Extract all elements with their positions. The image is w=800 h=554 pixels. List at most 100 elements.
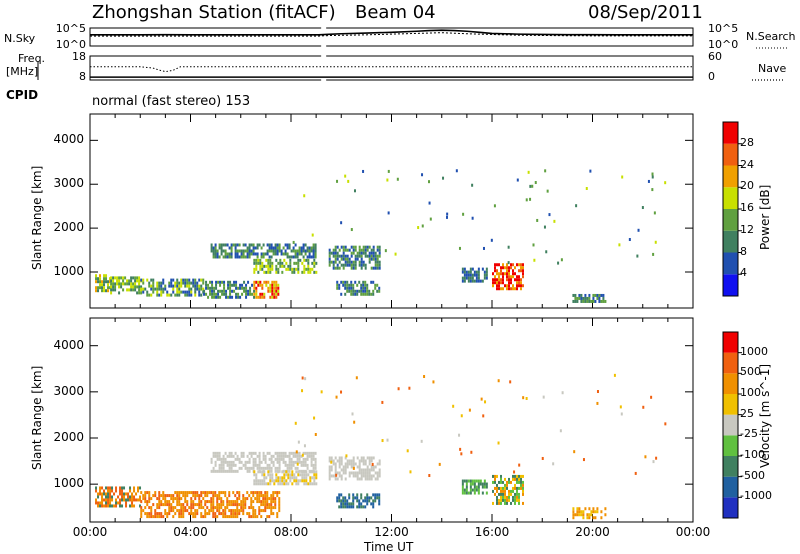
panel-2-cell <box>485 276 488 280</box>
panel-2-speckle <box>651 172 654 176</box>
panel-2-cell <box>140 287 143 291</box>
panel-3-cell <box>572 510 575 514</box>
panel-2-cell <box>213 292 216 296</box>
panel-2-cell <box>251 283 254 287</box>
panel-2-cell <box>471 276 474 280</box>
panel-2-cell <box>271 261 274 265</box>
panel-3-cell <box>358 459 361 463</box>
panel-2-cell <box>172 287 175 291</box>
panel-3-cell <box>270 497 273 501</box>
panel-2-cell <box>504 272 506 276</box>
panel-2-cell <box>164 287 167 291</box>
panel-3-cell <box>252 466 255 470</box>
panel-3-cell <box>276 512 279 516</box>
panel-2-cell <box>235 280 238 284</box>
panel-2-cell <box>138 282 141 286</box>
panel-2-cell <box>107 286 110 290</box>
panel-3-cell <box>500 477 502 481</box>
panel-2-cell <box>162 287 165 291</box>
panel-2-cell <box>303 267 306 271</box>
panel-2-speckle <box>417 226 420 230</box>
panel-3-cell <box>214 460 217 464</box>
panel-3-cell <box>481 482 484 486</box>
panel-2-cell <box>475 273 478 277</box>
panel-2-cell <box>257 295 260 299</box>
panel-3-cell <box>260 466 263 470</box>
panel-2-cell <box>342 257 345 261</box>
panel-3-cell <box>272 491 275 495</box>
panel-2-cell <box>253 283 256 287</box>
panel-3-cell <box>265 482 268 486</box>
panel-3-cell <box>261 473 264 477</box>
panel-3-cell <box>311 476 314 480</box>
panel-3-speckle <box>428 474 431 478</box>
panel-2-cell <box>214 255 217 259</box>
panel-3-cell <box>107 492 110 496</box>
panel-3-cell <box>376 474 379 478</box>
panel-2-cell <box>469 267 472 271</box>
panel-3-cell <box>356 465 359 469</box>
panel-2-cell <box>364 251 367 255</box>
panel-2-speckle <box>529 197 532 201</box>
panel-2-cell <box>220 246 223 250</box>
panel-2-cell <box>261 261 264 265</box>
panel-3-cell <box>342 465 345 469</box>
panel-3-cell <box>344 502 347 506</box>
panel-2-cell <box>360 286 363 290</box>
panel-3-cell <box>340 456 343 460</box>
panel-3-cell <box>148 512 151 516</box>
panel-3-cell <box>258 454 261 458</box>
panel-3-cell <box>178 500 181 504</box>
panel-2-cell <box>356 292 359 296</box>
panel-2-cell <box>158 281 161 285</box>
panel-3-cell <box>240 454 243 458</box>
panel-3-cell <box>264 497 267 501</box>
panel-3-cell <box>479 479 482 483</box>
panel-3-cell <box>109 498 112 502</box>
panel-3-cell <box>590 513 593 517</box>
panel-3-cell <box>95 489 98 493</box>
panel-2-cell <box>362 292 365 296</box>
panel-3-ytick-label: 4000 <box>53 337 84 352</box>
panel-3-cell <box>502 486 504 490</box>
panel-2-cell <box>235 292 238 296</box>
panel-3-cell <box>250 466 253 470</box>
panel-2-cell <box>215 280 218 284</box>
panel-3-cell <box>226 454 229 458</box>
panel-2-cell <box>308 246 311 250</box>
panel-3-cell <box>350 505 353 509</box>
panel-3-cell <box>230 500 233 504</box>
panel-2-cell <box>498 281 500 285</box>
panel-3-cell <box>572 516 575 520</box>
panel-2-cell <box>186 284 189 288</box>
panel-3-cell <box>362 468 365 472</box>
panel-2-cell <box>293 267 296 271</box>
panel-2-cell <box>184 290 187 294</box>
panel-2-cell <box>574 299 577 303</box>
panel-3-cell <box>260 500 263 504</box>
panel-3-cell <box>278 509 281 513</box>
panel-3-cell <box>368 471 371 475</box>
panel-3-speckle <box>525 396 528 400</box>
panel-2-cell <box>132 276 135 280</box>
panel-3-cell <box>510 492 512 496</box>
panel-3-cell <box>206 506 209 510</box>
panel-2-cell <box>256 255 259 259</box>
panel-2-colorbar-label: 4 <box>740 266 747 280</box>
panel-2-cell <box>186 278 189 282</box>
panel-3-cell <box>234 500 237 504</box>
panel-3-cell <box>332 474 335 478</box>
panel-2-cell <box>364 263 367 267</box>
panel-3-cell <box>240 451 243 455</box>
panel-3-cell <box>504 501 506 505</box>
panel-3-speckle <box>381 439 384 443</box>
panel-2-cell <box>506 275 508 279</box>
panel-3-cell <box>346 502 349 506</box>
panel-2-cell <box>328 260 331 264</box>
panel-2-cell <box>368 260 371 264</box>
panel-3-cell <box>220 457 223 461</box>
panel-3-cell <box>156 503 159 507</box>
panel-2-cell <box>263 295 266 299</box>
panel-2-cell <box>376 257 379 261</box>
panel-3-cell <box>500 501 502 505</box>
